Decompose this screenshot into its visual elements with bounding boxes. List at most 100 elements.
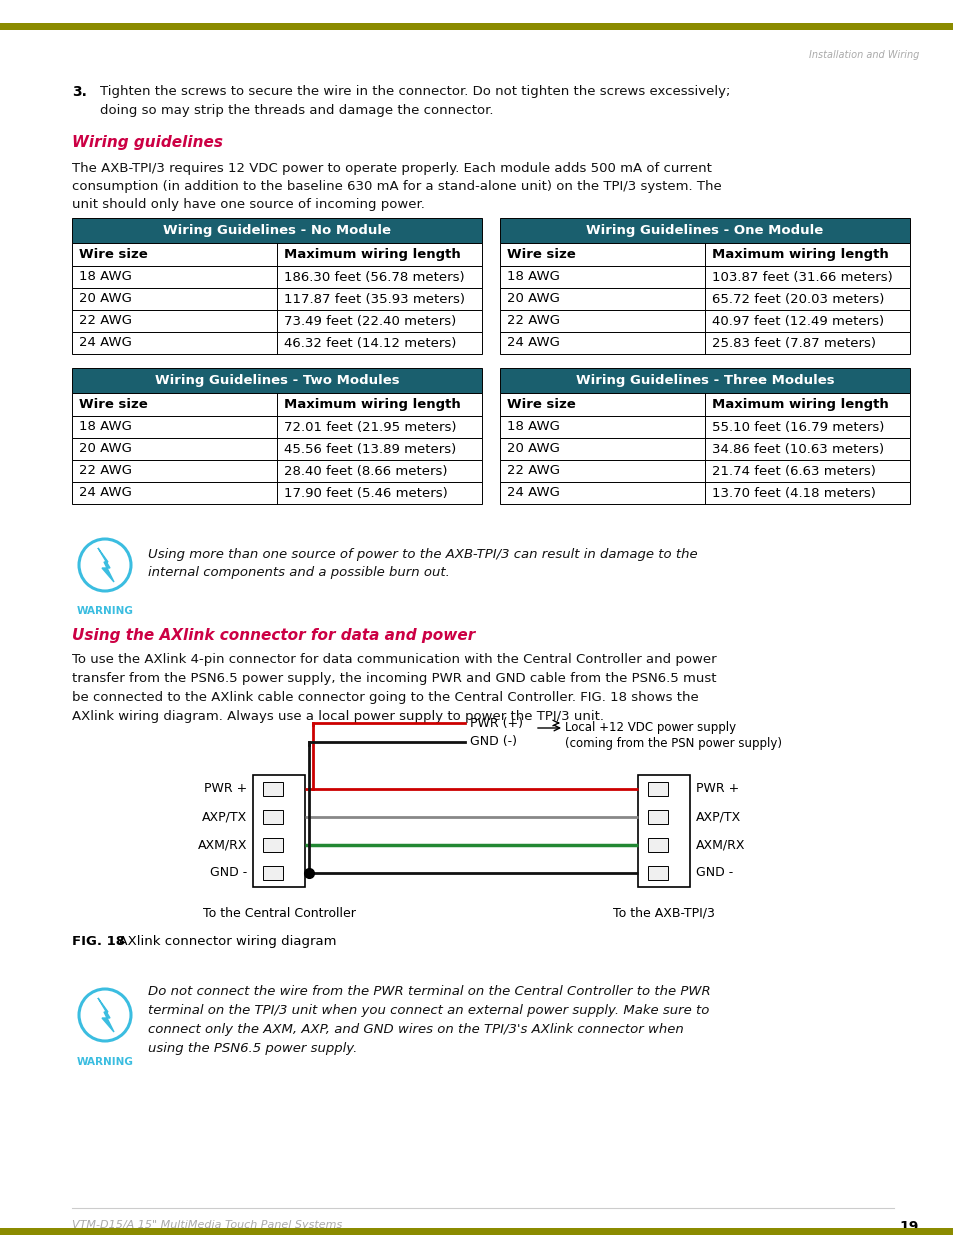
Bar bbox=[647, 866, 667, 881]
Text: 22 AWG: 22 AWG bbox=[506, 315, 559, 327]
Text: 34.86 feet (10.63 meters): 34.86 feet (10.63 meters) bbox=[711, 442, 883, 456]
Text: Wiring Guidelines - No Module: Wiring Guidelines - No Module bbox=[163, 224, 391, 237]
Bar bbox=[71, 266, 481, 288]
Text: 18 AWG: 18 AWG bbox=[506, 270, 559, 284]
Text: 20 AWG: 20 AWG bbox=[79, 442, 132, 456]
Text: AXM/RX: AXM/RX bbox=[197, 839, 247, 851]
Text: Wire size: Wire size bbox=[79, 398, 148, 411]
Circle shape bbox=[79, 989, 131, 1041]
Text: using the PSN6.5 power supply.: using the PSN6.5 power supply. bbox=[148, 1042, 357, 1055]
Text: 73.49 feet (22.40 meters): 73.49 feet (22.40 meters) bbox=[284, 315, 456, 327]
Text: 19: 19 bbox=[899, 1220, 918, 1234]
Text: 117.87 feet (35.93 meters): 117.87 feet (35.93 meters) bbox=[284, 293, 464, 305]
Bar bbox=[499, 416, 909, 438]
Text: 13.70 feet (4.18 meters): 13.70 feet (4.18 meters) bbox=[711, 487, 875, 499]
Text: AXP/TX: AXP/TX bbox=[201, 810, 247, 824]
Bar bbox=[647, 782, 667, 797]
Text: 20 AWG: 20 AWG bbox=[506, 293, 559, 305]
Text: consumption (in addition to the baseline 630 mA for a stand-alone unit) on the T: consumption (in addition to the baseline… bbox=[71, 180, 721, 193]
Bar bbox=[499, 332, 909, 354]
Bar bbox=[71, 438, 481, 459]
Text: 24 AWG: 24 AWG bbox=[506, 487, 559, 499]
Text: 45.56 feet (13.89 meters): 45.56 feet (13.89 meters) bbox=[284, 442, 456, 456]
Text: Maximum wiring length: Maximum wiring length bbox=[711, 398, 888, 411]
Bar bbox=[499, 219, 909, 243]
Circle shape bbox=[79, 538, 131, 592]
Text: 21.74 feet (6.63 meters): 21.74 feet (6.63 meters) bbox=[711, 464, 875, 478]
Text: transfer from the PSN6.5 power supply, the incoming PWR and GND cable from the P: transfer from the PSN6.5 power supply, t… bbox=[71, 672, 716, 685]
Polygon shape bbox=[98, 548, 113, 582]
Text: 55.10 feet (16.79 meters): 55.10 feet (16.79 meters) bbox=[711, 420, 883, 433]
Bar bbox=[638, 776, 689, 887]
Bar bbox=[71, 416, 481, 438]
Text: internal components and a possible burn out.: internal components and a possible burn … bbox=[148, 566, 450, 579]
Text: 46.32 feet (14.12 meters): 46.32 feet (14.12 meters) bbox=[284, 336, 456, 350]
Text: 3.: 3. bbox=[71, 85, 87, 99]
Text: 28.40 feet (8.66 meters): 28.40 feet (8.66 meters) bbox=[284, 464, 447, 478]
Text: AXlink connector wiring diagram: AXlink connector wiring diagram bbox=[110, 935, 336, 948]
Text: WARNING: WARNING bbox=[76, 1057, 133, 1067]
Bar bbox=[263, 839, 283, 852]
Bar bbox=[499, 393, 909, 416]
Text: Maximum wiring length: Maximum wiring length bbox=[711, 248, 888, 261]
Text: doing so may strip the threads and damage the connector.: doing so may strip the threads and damag… bbox=[100, 104, 493, 117]
Text: 18 AWG: 18 AWG bbox=[79, 270, 132, 284]
Bar bbox=[71, 219, 481, 243]
Text: PWR (+): PWR (+) bbox=[470, 716, 522, 730]
Bar bbox=[0, 23, 953, 30]
Text: unit should only have one source of incoming power.: unit should only have one source of inco… bbox=[71, 198, 424, 211]
Text: GND (-): GND (-) bbox=[470, 736, 517, 748]
Bar bbox=[253, 776, 305, 887]
Text: Wiring Guidelines - Two Modules: Wiring Guidelines - Two Modules bbox=[154, 374, 399, 387]
Text: Installation and Wiring: Installation and Wiring bbox=[808, 49, 918, 61]
Text: Do not connect the wire from the PWR terminal on the Central Controller to the P: Do not connect the wire from the PWR ter… bbox=[148, 986, 710, 998]
Bar bbox=[263, 866, 283, 881]
Text: Tighten the screws to secure the wire in the connector. Do not tighten the screw: Tighten the screws to secure the wire in… bbox=[100, 85, 730, 98]
Bar bbox=[499, 368, 909, 393]
Bar bbox=[647, 839, 667, 852]
Bar bbox=[71, 243, 481, 266]
Text: Wire size: Wire size bbox=[506, 398, 576, 411]
Text: Maximum wiring length: Maximum wiring length bbox=[284, 398, 460, 411]
Text: 24 AWG: 24 AWG bbox=[79, 487, 132, 499]
Text: 20 AWG: 20 AWG bbox=[506, 442, 559, 456]
Text: 40.97 feet (12.49 meters): 40.97 feet (12.49 meters) bbox=[711, 315, 883, 327]
Bar bbox=[499, 266, 909, 288]
Text: Wiring guidelines: Wiring guidelines bbox=[71, 135, 223, 149]
Bar bbox=[499, 243, 909, 266]
Bar bbox=[71, 332, 481, 354]
Text: GND -: GND - bbox=[696, 867, 733, 879]
Text: Maximum wiring length: Maximum wiring length bbox=[284, 248, 460, 261]
Text: 20 AWG: 20 AWG bbox=[79, 293, 132, 305]
Text: To the AXB-TPI/3: To the AXB-TPI/3 bbox=[613, 906, 714, 920]
Text: 24 AWG: 24 AWG bbox=[79, 336, 132, 350]
Bar bbox=[263, 782, 283, 797]
Polygon shape bbox=[98, 998, 113, 1032]
Text: Wire size: Wire size bbox=[79, 248, 148, 261]
Text: 25.83 feet (7.87 meters): 25.83 feet (7.87 meters) bbox=[711, 336, 875, 350]
Text: AXM/RX: AXM/RX bbox=[696, 839, 744, 851]
Bar bbox=[499, 288, 909, 310]
Text: 22 AWG: 22 AWG bbox=[79, 315, 132, 327]
Text: FIG. 18: FIG. 18 bbox=[71, 935, 125, 948]
Text: Wiring Guidelines - One Module: Wiring Guidelines - One Module bbox=[586, 224, 822, 237]
Bar bbox=[71, 368, 481, 393]
Bar bbox=[263, 810, 283, 824]
Text: 103.87 feet (31.66 meters): 103.87 feet (31.66 meters) bbox=[711, 270, 892, 284]
Text: 18 AWG: 18 AWG bbox=[506, 420, 559, 433]
Bar bbox=[71, 393, 481, 416]
Text: 22 AWG: 22 AWG bbox=[506, 464, 559, 478]
Text: be connected to the AXlink cable connector going to the Central Controller. FIG.: be connected to the AXlink cable connect… bbox=[71, 692, 698, 704]
Text: Wiring Guidelines - Three Modules: Wiring Guidelines - Three Modules bbox=[575, 374, 834, 387]
Bar bbox=[499, 459, 909, 482]
Text: 24 AWG: 24 AWG bbox=[506, 336, 559, 350]
Text: 72.01 feet (21.95 meters): 72.01 feet (21.95 meters) bbox=[284, 420, 456, 433]
Text: VTM-D15/A 15" MultiMedia Touch Panel Systems: VTM-D15/A 15" MultiMedia Touch Panel Sys… bbox=[71, 1220, 342, 1230]
Text: connect only the AXM, AXP, and GND wires on the TPI/3's AXlink connector when: connect only the AXM, AXP, and GND wires… bbox=[148, 1023, 683, 1036]
Text: PWR +: PWR + bbox=[696, 783, 739, 795]
Text: 186.30 feet (56.78 meters): 186.30 feet (56.78 meters) bbox=[284, 270, 464, 284]
Bar bbox=[71, 459, 481, 482]
Text: Using more than one source of power to the AXB-TPI/3 can result in damage to the: Using more than one source of power to t… bbox=[148, 548, 697, 561]
Bar bbox=[71, 288, 481, 310]
Text: To use the AXlink 4-pin connector for data communication with the Central Contro: To use the AXlink 4-pin connector for da… bbox=[71, 653, 716, 666]
